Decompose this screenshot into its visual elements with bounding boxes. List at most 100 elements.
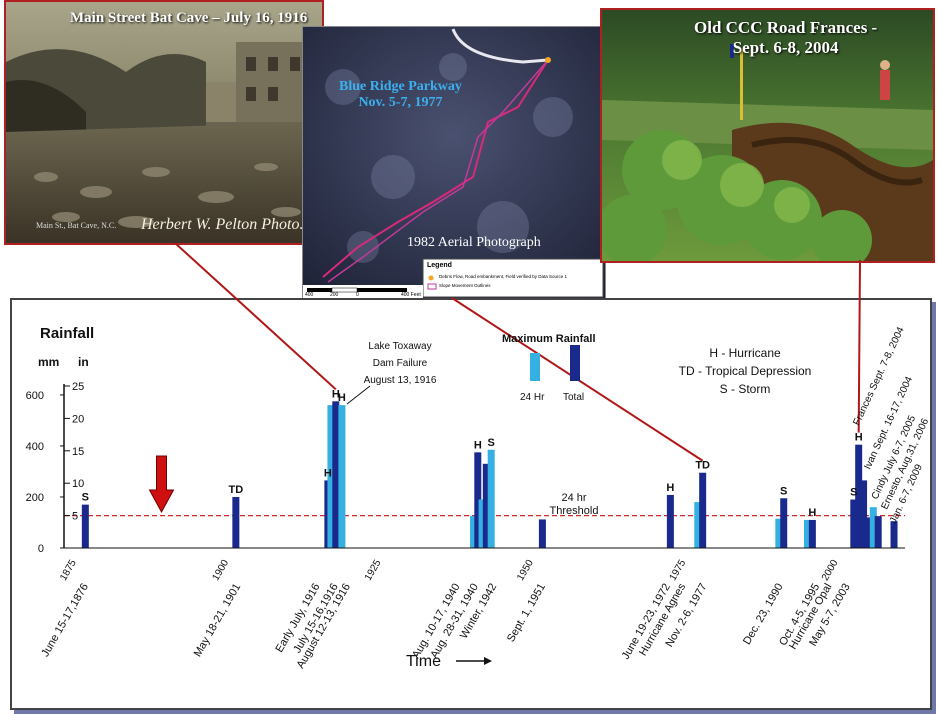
y-tick-label-in-15: 15 bbox=[72, 446, 84, 458]
legend-label-total: Total bbox=[563, 392, 584, 403]
bar-h24-8 bbox=[478, 499, 486, 548]
parkway-legend-item2: Slope Movement Outlines bbox=[439, 283, 491, 288]
storm-code-7: H bbox=[474, 439, 482, 451]
parkway-aerial-image bbox=[303, 27, 605, 299]
x-tick-label-1975: 1975 bbox=[668, 558, 689, 583]
legend-swatch-24hr bbox=[530, 353, 540, 381]
scale-label-1: 200 bbox=[330, 292, 339, 298]
storm-code-4: H bbox=[332, 388, 340, 400]
bar-h24-3 bbox=[327, 405, 335, 548]
x-axis-label: Time bbox=[406, 653, 441, 670]
threshold-label-line2: Threshold bbox=[550, 505, 599, 517]
y-tick-label-mm-0: 0 bbox=[38, 543, 44, 555]
bar-total-0 bbox=[81, 504, 89, 548]
bar-total-11 bbox=[538, 519, 546, 548]
storm-code-19: S bbox=[850, 487, 857, 499]
bat-cave-title: Main Street Bat Cave – July 16, 1916 bbox=[70, 10, 308, 26]
storm-code-0: S bbox=[82, 492, 89, 504]
unit-in: in bbox=[78, 355, 89, 369]
bar-total-24 bbox=[874, 516, 882, 548]
key-hurricane: H - Hurricane bbox=[709, 346, 781, 360]
y-tick-label-in-20: 20 bbox=[72, 413, 84, 425]
bat-cave-photo: Main Street Bat Cave – July 16, 1916 Her… bbox=[4, 0, 324, 245]
key-storm: S - Storm bbox=[720, 382, 771, 396]
annotation-leader bbox=[346, 385, 371, 405]
event-label-0: June 15-17,1876 bbox=[39, 582, 91, 660]
annotation-line3: August 13, 1916 bbox=[364, 375, 437, 386]
connector-line-2 bbox=[857, 259, 861, 433]
scale-label-3: 400 Feet bbox=[401, 292, 421, 298]
bar-total-22 bbox=[864, 517, 872, 548]
bar-total-14 bbox=[699, 472, 707, 548]
scale-label-0: 400 bbox=[305, 292, 314, 298]
bar-total-16 bbox=[780, 498, 788, 548]
bat-cave-image bbox=[6, 2, 322, 243]
unit-mm: mm bbox=[38, 355, 59, 369]
ccc-road-title: Old CCC Road Frances - Sept. 6-8, 2004 bbox=[694, 18, 877, 58]
bar-total-1 bbox=[232, 496, 240, 548]
bar-total-4 bbox=[332, 401, 340, 548]
bar-h24-15 bbox=[775, 518, 783, 548]
threshold-label-line1: 24 hr bbox=[561, 492, 586, 504]
y-tick-label-in-25: 25 bbox=[72, 381, 84, 393]
y-tick-label-mm-600: 600 bbox=[26, 390, 44, 402]
parkway-title-line2: Nov. 5-7, 1977 bbox=[358, 95, 443, 110]
storm-code-5: H bbox=[338, 392, 346, 404]
x-tick-label-1875: 1875 bbox=[58, 558, 79, 583]
y-tick-label-in-10: 10 bbox=[72, 478, 84, 490]
storm-code-2: H bbox=[324, 467, 332, 479]
annotation-line2: Dam Failure bbox=[373, 358, 428, 369]
bar-h24-23 bbox=[869, 507, 877, 548]
parkway-aerial-photo: Blue Ridge Parkway Nov. 5-7, 1977 1982 A… bbox=[302, 26, 606, 300]
bar-total-9 bbox=[482, 463, 490, 548]
bat-cave-credit: Herbert W. Pelton Photo. bbox=[141, 216, 304, 233]
connector-line-0 bbox=[174, 242, 337, 391]
x-tick-label-1950: 1950 bbox=[515, 558, 536, 583]
bar-total-19 bbox=[850, 499, 858, 548]
storm-code-16: S bbox=[780, 485, 787, 497]
bat-cave-small-caption: Main St., Bat Cave, N.C. bbox=[36, 221, 117, 230]
storm-code-12: H bbox=[666, 482, 674, 494]
red-down-arrow bbox=[148, 455, 175, 514]
ccc-road-image bbox=[602, 10, 933, 261]
legend-label-24hr: 24 Hr bbox=[520, 392, 545, 403]
storm-code-18: H bbox=[808, 507, 816, 519]
ccc-road-photo: Old CCC Road Frances - Sept. 6-8, 2004 bbox=[600, 8, 935, 263]
storm-code-1: TD bbox=[229, 484, 244, 496]
ccc-road-title-line2: Sept. 6-8, 2004 bbox=[732, 38, 839, 57]
legend-swatch-total bbox=[570, 345, 580, 381]
annotation-line1: Lake Toxaway bbox=[368, 341, 431, 352]
bar-h24-17 bbox=[803, 519, 811, 548]
bar-h24-10 bbox=[487, 449, 495, 548]
bar-total-12 bbox=[666, 494, 674, 548]
bar-h24-5 bbox=[338, 405, 346, 548]
parkway-legend-item1: Debris Flow, Road embankment, Field veri… bbox=[439, 274, 568, 279]
bar-total-25 bbox=[890, 521, 898, 548]
parkway-legend-title: Legend bbox=[427, 262, 452, 269]
storm-code-10: S bbox=[488, 437, 495, 449]
axes-group bbox=[60, 384, 905, 549]
x-tick-label-1900: 1900 bbox=[210, 558, 231, 583]
chart-title: Rainfall bbox=[40, 325, 94, 342]
bar-h24-6 bbox=[470, 516, 478, 548]
y-tick-label-mm-400: 400 bbox=[26, 441, 44, 453]
legend-title: Maximum Rainfall bbox=[502, 333, 596, 345]
x-tick-label-2000: 2000 bbox=[820, 558, 841, 583]
parkway-title: Blue Ridge Parkway Nov. 5-7, 1977 bbox=[339, 79, 462, 111]
storm-code-14: TD bbox=[695, 460, 710, 472]
x-tick-label-1925: 1925 bbox=[363, 558, 384, 583]
bar-total-7 bbox=[474, 452, 482, 548]
event-label-8: Sept. 1, 1951 bbox=[505, 582, 548, 645]
ccc-road-title-line1: Old CCC Road Frances - bbox=[694, 18, 878, 37]
key-tropical-depression: TD - Tropical Depression bbox=[679, 364, 812, 378]
bar-h24-13 bbox=[694, 502, 702, 548]
event-label-1: May 18-21, 1901 bbox=[192, 582, 244, 660]
bar-total-18 bbox=[808, 519, 816, 548]
y-tick-label-mm-200: 200 bbox=[26, 492, 44, 504]
parkway-title-line1: Blue Ridge Parkway bbox=[339, 79, 462, 94]
bar-total-20 bbox=[855, 444, 863, 548]
storm-code-20: H bbox=[855, 432, 863, 444]
time-arrow bbox=[456, 657, 492, 665]
bars-group bbox=[81, 401, 898, 548]
